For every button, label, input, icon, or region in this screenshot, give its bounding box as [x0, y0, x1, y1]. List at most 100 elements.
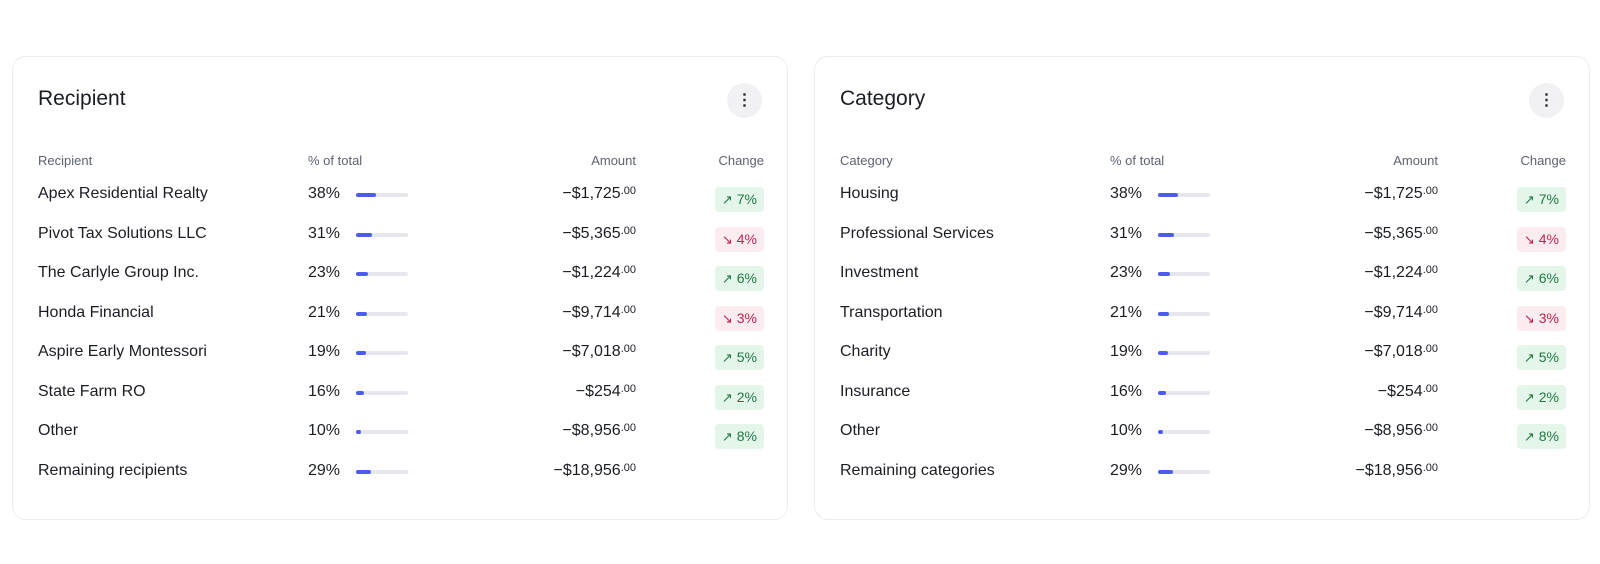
pct-bar-track	[1158, 469, 1210, 474]
change-value: 8%	[736, 428, 757, 444]
pct-bar-fill	[1158, 311, 1169, 316]
arrow-up-right-icon: ↗	[721, 350, 733, 365]
amount-value: −$7,018	[1364, 343, 1423, 360]
amount-value: −$254	[575, 382, 621, 400]
pct-value: 31%	[1110, 224, 1143, 242]
pct-bar-fill	[1158, 469, 1174, 474]
row-name: Remaining categories	[840, 461, 995, 479]
table-row[interactable]: Other 10% −$8,956.00 ↗ 8%	[38, 414, 764, 454]
amount-cents: .00	[620, 224, 636, 237]
row-name: State Farm RO	[38, 382, 146, 400]
amount-cents: .00	[620, 382, 636, 395]
arrow-up-right-icon: ↗	[721, 192, 733, 207]
panel-menu-button[interactable]: ⋮	[727, 83, 762, 118]
table-row[interactable]: Insurance 16% −$254.00 ↗ 2%	[840, 375, 1566, 415]
row-change: ↗ 2%	[1516, 383, 1566, 410]
row-name: Remaining recipients	[38, 461, 188, 479]
row-name: The Carlyle Group Inc.	[38, 264, 199, 281]
column-header-name: Category	[840, 153, 893, 168]
table-row[interactable]: Charity 19% −$7,018.00 ↗ 5%	[840, 335, 1566, 375]
row-pct: 16%	[1110, 383, 1210, 401]
row-name: Apex Residential Realty	[38, 185, 208, 202]
table-row[interactable]: Transportation 21% −$9,714.00 ↘ 3%	[840, 296, 1566, 336]
row-pct: 21%	[308, 303, 408, 322]
pct-bar-fill	[1158, 193, 1178, 197]
row-change: ↘ 3%	[1516, 304, 1566, 331]
row-name: Professional Services	[840, 224, 994, 242]
amount-value: −$8,956	[562, 422, 621, 439]
change-value: 4%	[736, 230, 757, 247]
change-badge: ↘ 4%	[1516, 226, 1566, 252]
pct-bar-fill	[1158, 390, 1167, 395]
panel-menu-button[interactable]: ⋮	[1529, 83, 1564, 118]
row-amount: −$1,725.00	[1364, 185, 1438, 203]
pct-value: 23%	[1110, 264, 1143, 281]
change-value: 5%	[1538, 349, 1559, 365]
row-pct: 23%	[308, 264, 408, 282]
arrow-up-right-icon: ↗	[721, 271, 733, 286]
row-amount: −$8,956.00	[1364, 422, 1438, 440]
pct-bar-track	[356, 351, 408, 355]
amount-value: −$1,224	[562, 264, 621, 281]
pct-value: 19%	[1110, 343, 1143, 360]
table-row[interactable]: Housing 38% −$1,725.00 ↗ 7%	[840, 177, 1566, 217]
row-change: ↗ 7%	[714, 185, 764, 212]
table-row[interactable]: Professional Services 31% −$5,365.00 ↘ 4%	[840, 217, 1566, 257]
table-row[interactable]: Pivot Tax Solutions LLC 31% −$5,365.00 ↘ 4%	[38, 217, 764, 257]
pct-bar-track	[356, 193, 408, 197]
arrow-down-right-icon: ↘	[1523, 310, 1535, 326]
arrow-up-right-icon: ↗	[1523, 192, 1535, 207]
amount-cents: .00	[1422, 461, 1438, 474]
table-row[interactable]: Apex Residential Realty 38% −$1,725.00 ↗ 7%	[38, 177, 764, 217]
change-value: 5%	[736, 349, 757, 365]
amount-cents: .00	[620, 303, 636, 316]
pct-value: 10%	[1110, 422, 1143, 439]
table-row[interactable]: Aspire Early Montessori 19% −$7,018.00 ↗ 5%	[38, 335, 764, 375]
category-table: Category % of total Amount Change Housin…	[840, 149, 1566, 493]
arrow-up-right-icon: ↗	[1523, 429, 1535, 444]
pct-bar-fill	[1158, 232, 1175, 237]
table-row[interactable]: Remaining categories 29% −$18,956.00	[840, 454, 1566, 494]
recipient-panel: Recipient ⋮ Recipient % of total Amount …	[12, 56, 788, 520]
amount-cents: .00	[1422, 185, 1438, 197]
amount-cents: .00	[1422, 224, 1438, 237]
table-row[interactable]: State Farm RO 16% −$254.00 ↗ 2%	[38, 375, 764, 415]
row-name: Housing	[840, 185, 899, 202]
table-row[interactable]: The Carlyle Group Inc. 23% −$1,224.00 ↗ 6%	[38, 256, 764, 296]
change-badge: ↗ 7%	[1516, 187, 1566, 212]
row-name: Charity	[840, 343, 891, 360]
table-row[interactable]: Remaining recipients 29% −$18,956.00	[38, 454, 764, 494]
arrow-down-right-icon: ↘	[721, 231, 733, 247]
pct-bar-track	[1158, 193, 1210, 197]
row-pct: 23%	[1110, 264, 1210, 282]
row-amount: −$254.00	[1378, 383, 1438, 401]
change-badge: ↗ 5%	[1516, 345, 1566, 370]
column-header-amount: Amount	[591, 153, 636, 168]
amount-value: −$9,714	[1364, 303, 1423, 321]
amount-value: −$1,725	[1364, 185, 1423, 202]
row-change: ↗ 8%	[714, 422, 764, 449]
pct-value: 16%	[308, 382, 341, 400]
change-value: 6%	[1538, 270, 1559, 286]
pct-value: 21%	[308, 303, 341, 321]
row-amount: −$5,365.00	[562, 225, 636, 243]
row-change: ↘ 4%	[1516, 225, 1566, 252]
column-header-change: Change	[1520, 153, 1566, 168]
row-change: ↗ 8%	[1516, 422, 1566, 449]
change-badge: ↗ 8%	[1516, 424, 1566, 449]
change-value: 7%	[1538, 191, 1559, 207]
pct-bar-track	[356, 390, 408, 395]
row-change: ↗ 6%	[1516, 264, 1566, 291]
row-amount: −$1,224.00	[1364, 264, 1438, 282]
row-amount: −$9,714.00	[562, 304, 636, 322]
table-row[interactable]: Investment 23% −$1,224.00 ↗ 6%	[840, 256, 1566, 296]
pct-bar-track	[1158, 390, 1210, 395]
table-header-row: Recipient % of total Amount Change	[38, 149, 764, 173]
pct-bar-track	[1158, 232, 1210, 237]
row-pct: 10%	[1110, 422, 1210, 440]
row-change: ↗ 6%	[714, 264, 764, 291]
row-name: Honda Financial	[38, 303, 154, 321]
table-row[interactable]: Other 10% −$8,956.00 ↗ 8%	[840, 414, 1566, 454]
arrow-down-right-icon: ↘	[721, 310, 733, 326]
table-row[interactable]: Honda Financial 21% −$9,714.00 ↘ 3%	[38, 296, 764, 336]
